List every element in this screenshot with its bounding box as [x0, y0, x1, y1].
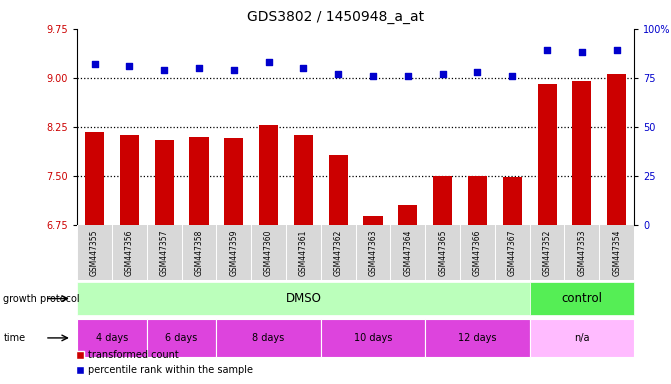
Text: GSM447366: GSM447366	[473, 229, 482, 276]
Bar	[425, 319, 529, 357]
Point	[228, 67, 239, 73]
Text: GSM447362: GSM447362	[333, 229, 343, 276]
Text: DMSO: DMSO	[285, 292, 321, 305]
Text: GSM447363: GSM447363	[368, 229, 378, 276]
Bar	[294, 135, 313, 225]
Text: GSM447356: GSM447356	[125, 229, 134, 276]
Bar	[120, 135, 139, 225]
Text: 10 days: 10 days	[354, 333, 393, 343]
Text: 6 days: 6 days	[166, 333, 198, 343]
Point	[368, 73, 378, 79]
Bar	[503, 177, 522, 225]
Text: 8 days: 8 days	[252, 333, 285, 343]
Text: GSM447355: GSM447355	[90, 229, 99, 276]
Text: GSM447353: GSM447353	[577, 229, 586, 276]
Point	[541, 47, 552, 53]
Bar	[77, 282, 529, 315]
Point	[159, 67, 170, 73]
Text: GSM447364: GSM447364	[403, 229, 413, 276]
Point	[89, 61, 100, 67]
Bar	[529, 319, 634, 357]
Bar	[468, 176, 487, 225]
Text: GSM447354: GSM447354	[612, 229, 621, 276]
Bar	[399, 205, 417, 225]
Bar	[537, 84, 557, 225]
Bar	[189, 137, 209, 225]
Text: GSM447365: GSM447365	[438, 229, 447, 276]
Point	[403, 73, 413, 79]
Text: GSM447361: GSM447361	[299, 229, 308, 276]
Text: 12 days: 12 days	[458, 333, 497, 343]
Bar	[529, 282, 634, 315]
Bar	[329, 155, 348, 225]
Text: GSM447358: GSM447358	[195, 229, 203, 276]
Legend: transformed count, percentile rank within the sample: transformed count, percentile rank withi…	[72, 346, 258, 379]
Bar	[216, 319, 321, 357]
Point	[611, 47, 622, 53]
Bar	[224, 138, 244, 225]
Bar	[321, 319, 425, 357]
Point	[333, 71, 344, 77]
Text: time: time	[3, 333, 25, 343]
Point	[194, 65, 205, 71]
Text: n/a: n/a	[574, 333, 590, 343]
Bar	[433, 176, 452, 225]
Point	[507, 73, 517, 79]
Point	[472, 69, 483, 75]
Text: GSM447352: GSM447352	[543, 229, 552, 276]
Text: control: control	[562, 292, 603, 305]
Bar	[259, 126, 278, 225]
Point	[298, 65, 309, 71]
Text: GSM447367: GSM447367	[508, 229, 517, 276]
Bar	[154, 140, 174, 225]
Text: growth protocol: growth protocol	[3, 293, 80, 304]
Text: 4 days: 4 days	[96, 333, 128, 343]
Bar	[147, 319, 216, 357]
Bar	[572, 81, 591, 225]
Text: GSM447357: GSM447357	[160, 229, 168, 276]
Bar	[85, 132, 104, 225]
Text: GDS3802 / 1450948_a_at: GDS3802 / 1450948_a_at	[247, 10, 424, 23]
Bar	[364, 216, 382, 225]
Point	[263, 59, 274, 65]
Bar	[607, 74, 626, 225]
Point	[576, 49, 587, 55]
Text: GSM447360: GSM447360	[264, 229, 273, 276]
Text: GSM447359: GSM447359	[229, 229, 238, 276]
Point	[437, 71, 448, 77]
Bar	[77, 319, 147, 357]
Point	[124, 63, 135, 69]
